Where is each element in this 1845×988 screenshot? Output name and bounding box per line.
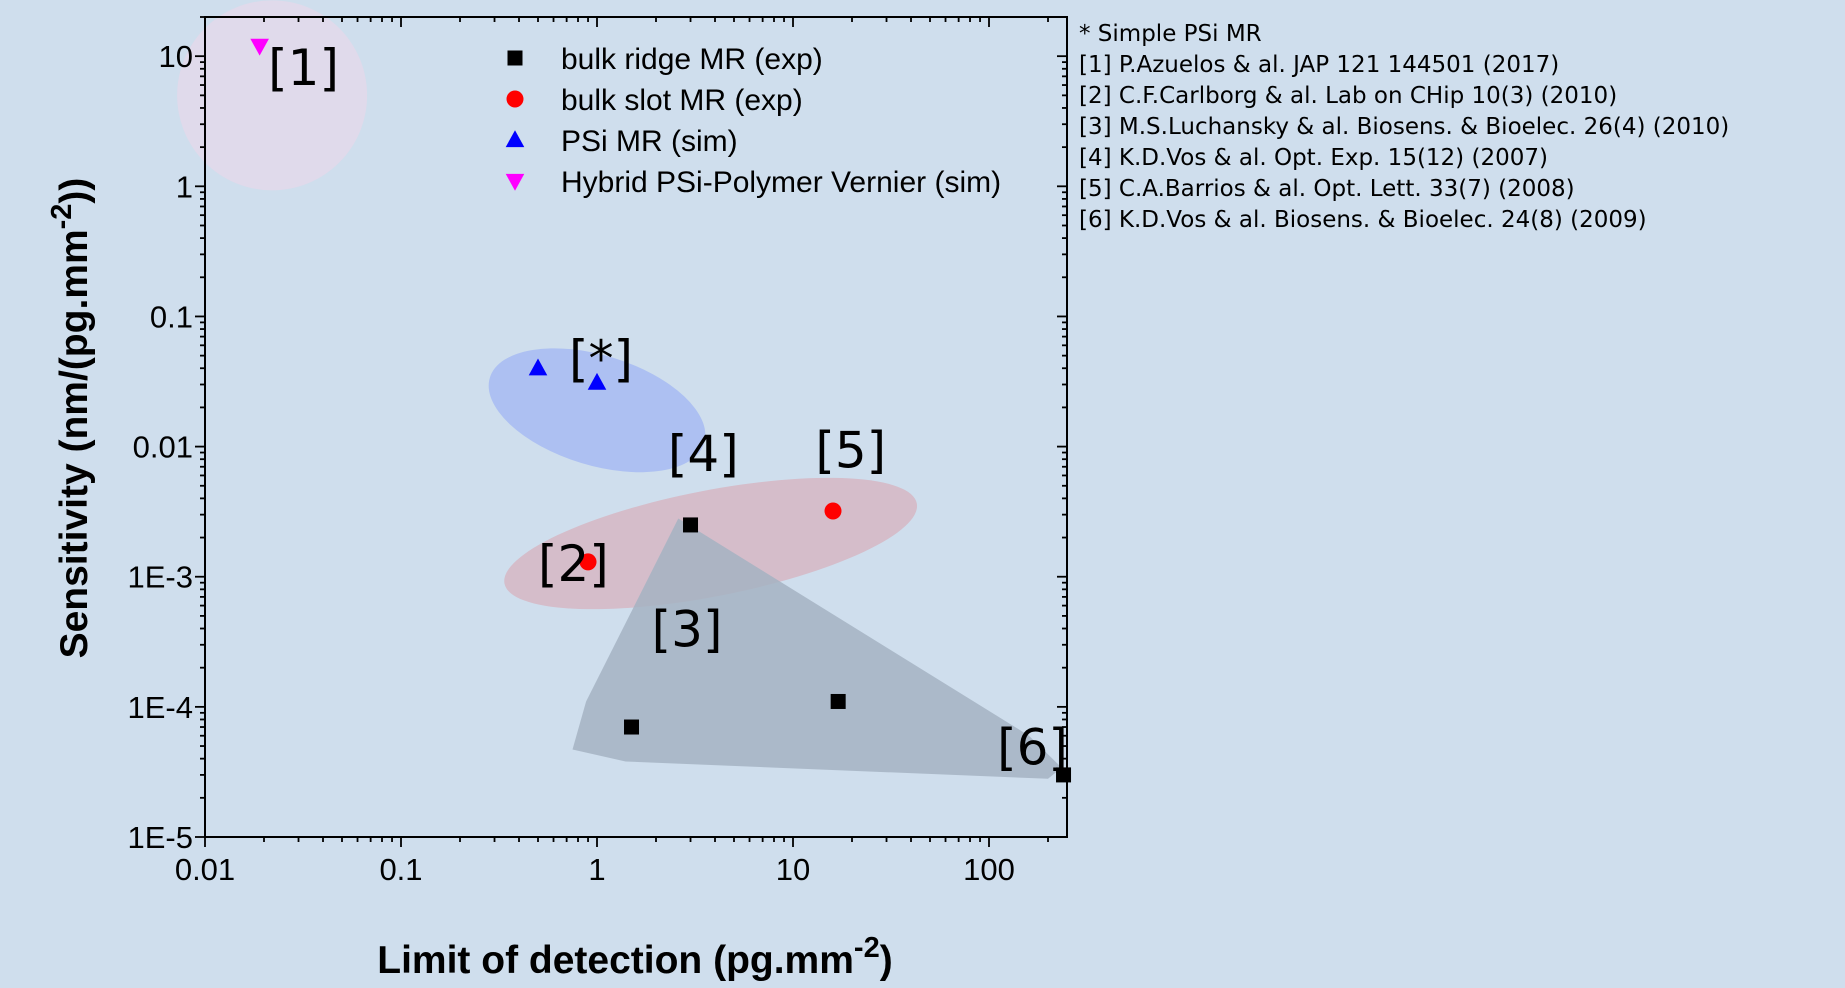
y-tick-label: 1: [176, 169, 193, 204]
axis-ticks: [195, 16, 1067, 847]
y-tick-label: 1E-4: [128, 690, 193, 725]
y-tick-label: 1E-3: [128, 560, 193, 595]
annotation-label: [2]: [538, 535, 609, 593]
axes: [204, 16, 1068, 838]
annotation-label: [5]: [815, 422, 886, 480]
annotation-label: [1]: [268, 39, 339, 97]
legend-label: bulk slot MR (exp): [561, 84, 803, 117]
shaded-region-ref1: [177, 0, 368, 191]
legend-marker: [507, 50, 523, 66]
shaded-region-star: [488, 348, 706, 473]
references-title: * Simple PSi MR: [1079, 21, 1262, 47]
x-axis-label: Limit of detection (pg.mm-2): [377, 932, 892, 982]
annotations: [1] [*] [4] [5] [2] [3] [6]: [268, 39, 1068, 777]
data-point-square: [1056, 767, 1072, 783]
shaded-regions: [177, 0, 1062, 779]
data-point-circle: [824, 502, 842, 520]
reference-item: [3] M.S.Luchansky & al. Biosens. & Bioel…: [1079, 114, 1729, 140]
y-axis-label-sup: -2: [46, 204, 78, 230]
plot-frame: [204, 16, 1068, 838]
legend-label: PSi MR (sim): [561, 125, 738, 158]
y-axis-label-main: Sensitivity (nm/(pg.mm: [53, 229, 96, 658]
legend-label: bulk ridge MR (exp): [561, 43, 823, 76]
legend-marker: [505, 173, 525, 191]
x-axis-label-tail: ): [880, 939, 893, 982]
x-tick-label: 10: [776, 852, 810, 887]
reference-item: [6] K.D.Vos & al. Biosens. & Bioelec. 24…: [1079, 207, 1647, 233]
reference-item: [2] C.F.Carlborg & al. Lab on CHip 10(3)…: [1079, 83, 1617, 109]
y-axis-label-tail: )): [53, 178, 96, 204]
reference-item: [4] K.D.Vos & al. Opt. Exp. 15(12) (2007…: [1079, 145, 1548, 171]
annotation-label: [4]: [668, 425, 739, 483]
data-point-square: [830, 693, 846, 709]
y-tick-label: 1E-5: [128, 820, 193, 855]
data-point-square: [624, 719, 640, 735]
shaded-region-ref3-ref6: [572, 518, 1062, 779]
tick-labels: 0.01 0.1 1 10 100 1E-5 1E-4 1E-3 0.01 0.1 1 10: [128, 39, 1015, 887]
legend-label: Hybrid PSi-Polymer Vernier (sim): [561, 166, 1001, 199]
reference-item: [1] P.Azuelos & al. JAP 121 144501 (2017…: [1079, 52, 1559, 78]
annotation-label: [6]: [997, 719, 1068, 777]
annotation-label: [3]: [652, 601, 723, 659]
x-tick-label: 0.01: [175, 852, 235, 887]
annotation-label: [*]: [569, 330, 633, 388]
y-axis-label: Sensitivity (nm/(pg.mm-2)): [46, 178, 96, 659]
references-list: * Simple PSi MR [1] P.Azuelos & al. JAP …: [1079, 21, 1729, 233]
data-point-circle: [579, 553, 597, 571]
data-point-triangle-up: [587, 372, 607, 390]
data-point-triangle-up: [528, 358, 548, 376]
x-tick-label: 100: [963, 852, 1015, 887]
reference-item: [5] C.A.Barrios & al. Opt. Lett. 33(7) (…: [1079, 176, 1575, 202]
y-tick-label: 10: [159, 39, 193, 74]
x-tick-label: 1: [588, 852, 605, 887]
x-axis-label-main: Limit of detection (pg.mm: [377, 939, 854, 982]
x-tick-label: 0.1: [379, 852, 422, 887]
data-points: [250, 38, 1072, 783]
y-tick-label: 0.01: [133, 430, 193, 465]
legend-marker: [506, 90, 524, 108]
y-tick-label: 0.1: [150, 299, 193, 334]
legend: bulk ridge MR (exp) bulk slot MR (exp) PSi…: [505, 43, 1001, 199]
data-point-square: [683, 517, 699, 533]
data-point-triangle-down: [250, 38, 269, 56]
legend-marker: [505, 130, 525, 148]
x-axis-label-sup: -2: [854, 932, 880, 964]
